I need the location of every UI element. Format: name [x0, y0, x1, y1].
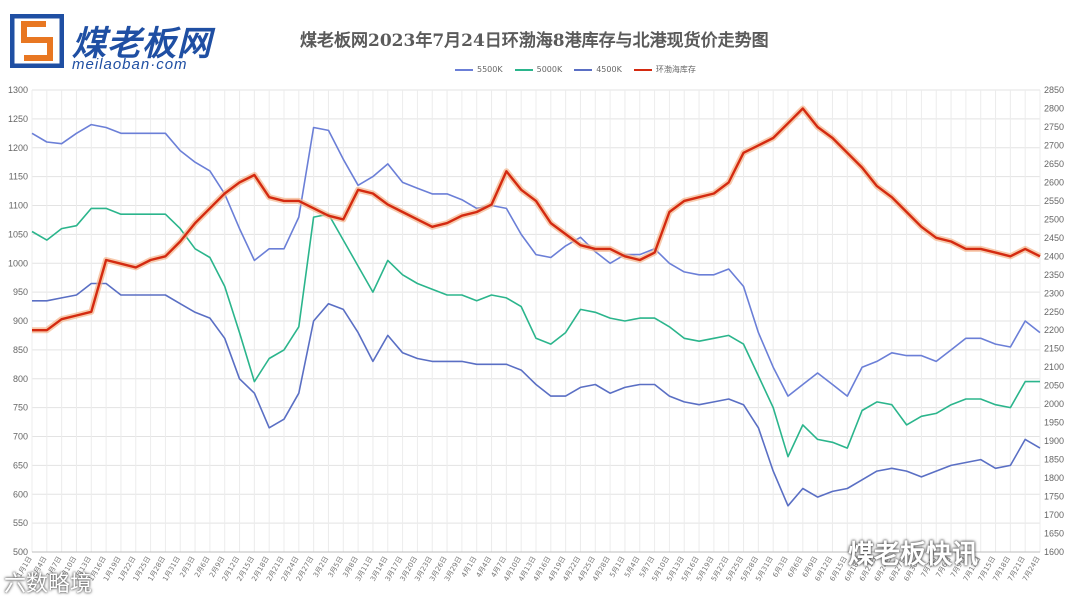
series-line-环渤海库存: [32, 107, 1041, 332]
right-tick-label: 2350: [1044, 270, 1064, 280]
right-tick-label: 2550: [1044, 196, 1064, 206]
right-tick-label: 1700: [1044, 510, 1064, 520]
chart-title: 煤老板网2023年7月24日环渤海8港库存与北港现货价走势图: [300, 31, 769, 51]
left-tick-label: 500: [13, 547, 28, 557]
brand-domain: meilaoban·com: [72, 56, 188, 73]
left-tick-label: 600: [13, 489, 28, 499]
series-line-5000K: [31, 207, 1040, 458]
series-line-4500K: [32, 282, 1041, 507]
series-line-5500K: [31, 123, 1041, 397]
right-tick-label: 2300: [1044, 288, 1064, 298]
left-tick-label: 800: [13, 374, 28, 384]
legend-item-inventory[interactable]: 环渤海库存: [633, 64, 696, 75]
left-tick-label: 1300: [8, 85, 28, 95]
left-tick-label: 1100: [9, 201, 28, 211]
right-tick-label: 2000: [1044, 399, 1064, 409]
left-tick-label: 550: [13, 518, 28, 528]
right-tick-label: 2150: [1044, 344, 1064, 354]
right-tick-label: 1800: [1044, 473, 1064, 483]
right-tick-label: 1850: [1044, 455, 1064, 465]
right-tick-label: 1950: [1044, 418, 1064, 428]
left-tick-label: 700: [13, 432, 28, 442]
right-tick-label: 2750: [1044, 122, 1064, 132]
right-tick-label: 1650: [1044, 529, 1064, 539]
left-tick-label: 1000: [8, 258, 28, 268]
chart-legend: 5500K 5000K 4500K 环渤海库存: [455, 64, 696, 75]
left-tick-label: 750: [13, 403, 28, 413]
right-tick-label: 2800: [1044, 103, 1064, 113]
left-tick-label: 850: [13, 345, 28, 355]
right-tick-label: 1900: [1044, 436, 1064, 446]
right-tick-label: 2450: [1044, 233, 1064, 243]
right-tick-label: 1600: [1044, 547, 1064, 557]
right-tick-label: 2600: [1044, 177, 1064, 187]
right-tick-label: 1750: [1044, 492, 1064, 502]
left-tick-label: 1150: [9, 172, 28, 182]
right-tick-label: 2500: [1044, 214, 1064, 224]
right-tick-label: 2850: [1044, 85, 1064, 95]
right-tick-label: 2700: [1044, 140, 1064, 150]
brand-logo: 煤老板网 meilaoban·com: [10, 12, 270, 73]
left-tick-label: 950: [13, 287, 28, 297]
left-axis: 500 550 600 650 700 750 800 850 900 950 1000 1050 11…: [8, 85, 28, 557]
left-tick-label: 1250: [8, 114, 28, 124]
legend-item-4500k[interactable]: 4500K: [574, 65, 622, 74]
right-tick-label: 2050: [1044, 381, 1064, 391]
right-tick-label: 2400: [1044, 251, 1064, 261]
left-tick-label: 900: [13, 316, 28, 326]
right-axis: 1600 1650 1700 1750 1800 1850 1900 1950 2000 2050…: [1044, 85, 1064, 557]
right-tick-label: 2650: [1044, 159, 1064, 169]
legend-item-5000k[interactable]: 5000K: [514, 65, 562, 74]
chart-grid: [31, 89, 1041, 553]
left-tick-label: 1200: [8, 143, 28, 153]
left-tick-label: 650: [13, 460, 28, 470]
right-tick-label: 2250: [1044, 307, 1064, 317]
right-tick-label: 2200: [1044, 325, 1064, 335]
logo-icon: [10, 14, 64, 68]
right-tick-label: 2100: [1044, 362, 1064, 372]
watermark-left: 六数略境: [4, 572, 93, 597]
watermark-right: 煤老板快讯: [848, 540, 979, 570]
left-tick-label: 1050: [8, 229, 28, 239]
brand-name: 煤老板网: [72, 24, 212, 64]
chart-series: [31, 105, 1042, 507]
legend-item-5500k[interactable]: 5500K: [455, 65, 503, 74]
